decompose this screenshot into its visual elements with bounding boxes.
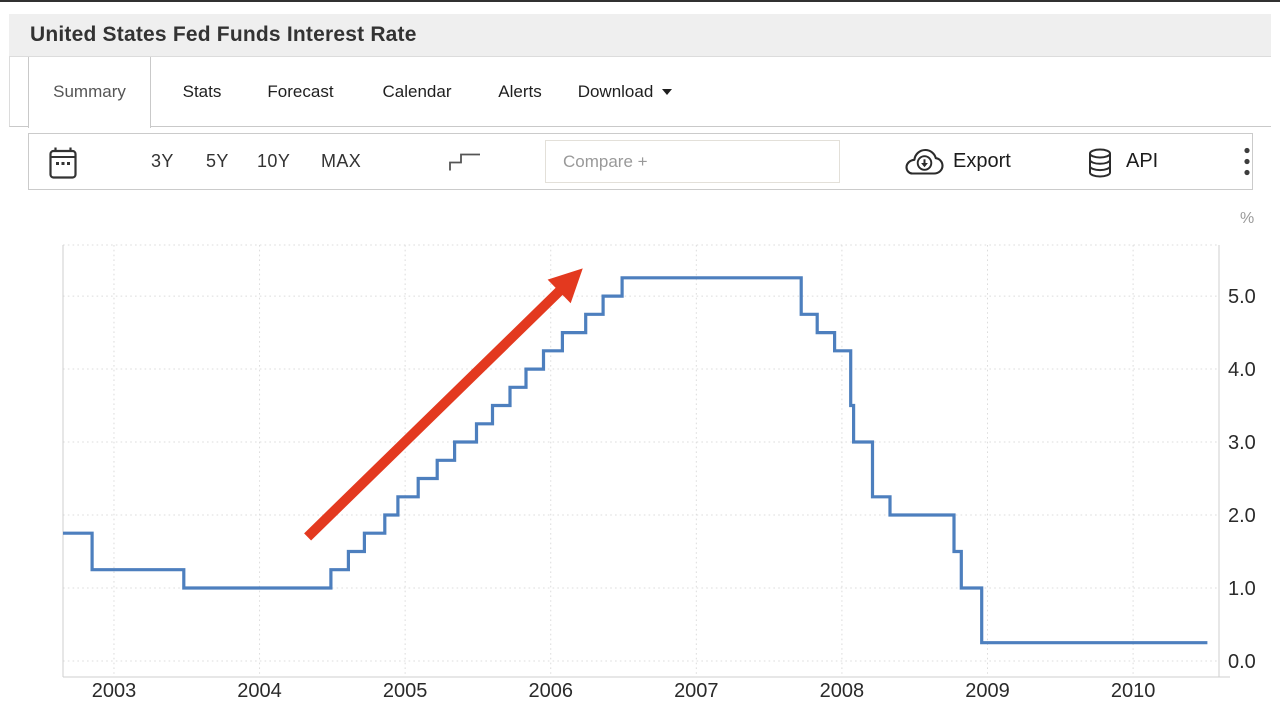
trend-arrow-shaft: [304, 285, 566, 541]
chart-canvas[interactable]: 0.0 1.0 2.0 3.0 4.0 5.0% 2003 2004 2005 2006 2007 2…: [0, 186, 1280, 716]
cloud-download-icon: [905, 148, 944, 175]
range-button-5y[interactable]: 5Y: [206, 151, 229, 171]
chart-area: 0.0 1.0 2.0 3.0 4.0 5.0% 2003 2004 2005 2006 2007 2…: [0, 186, 1280, 716]
export-button[interactable]: [903, 148, 945, 182]
y-tick-label: 3.0: [1228, 432, 1256, 454]
page-top-border: [0, 0, 1280, 2]
tab-summary[interactable]: Summary: [28, 57, 151, 128]
y-tick-label: 0.0: [1228, 651, 1256, 673]
chart-toolbar: 3Y 5Y 10Y MAX Export API: [28, 133, 1253, 190]
tab-alerts[interactable]: Alerts: [498, 82, 542, 101]
y-tick-label: 2.0: [1228, 505, 1256, 527]
calendar-icon: [49, 147, 77, 179]
caret-down-icon: [662, 89, 673, 95]
x-tick-label: 2008: [820, 680, 865, 702]
tab-stats[interactable]: Stats: [182, 82, 222, 101]
x-tick-label: 2009: [965, 680, 1010, 702]
range-button-max[interactable]: MAX: [321, 151, 362, 171]
x-tick-label: 2004: [237, 680, 282, 702]
x-tick-label: 2003: [92, 680, 137, 702]
y-tick-label: 1.0: [1228, 578, 1256, 600]
page-title: United States Fed Funds Interest Rate: [30, 23, 417, 46]
database-icon: [1089, 148, 1111, 178]
api-button[interactable]: [1088, 148, 1112, 183]
api-label[interactable]: API: [1126, 150, 1159, 172]
x-tick-label: 2007: [674, 680, 719, 702]
tab-download[interactable]: Download: [564, 57, 686, 127]
calendar-date-range-button[interactable]: [49, 146, 77, 185]
x-tick-label: 2006: [528, 680, 573, 702]
range-button-10y[interactable]: 10Y: [257, 151, 291, 171]
y-tick-label: 4.0: [1228, 359, 1256, 381]
x-tick-label: 2005: [383, 680, 428, 702]
kebab-menu-icon: [1244, 147, 1250, 176]
trend-arrow-head: [547, 268, 583, 304]
chart-type-button[interactable]: [448, 151, 482, 177]
y-axis-unit-label: %: [1240, 210, 1254, 227]
tab-forecast[interactable]: Forecast: [267, 82, 334, 101]
step-line-icon: [449, 153, 480, 171]
tab-nav: Summary Stats Forecast Calendar Alerts D…: [9, 57, 1271, 128]
tab-calendar[interactable]: Calendar: [382, 82, 452, 101]
series-line[interactable]: [63, 276, 1208, 645]
y-tick-label: 5.0: [1228, 286, 1256, 308]
x-tick-label: 2010: [1111, 680, 1156, 702]
export-label[interactable]: Export: [953, 150, 1011, 172]
range-button-3y[interactable]: 3Y: [151, 151, 174, 171]
title-bar: United States Fed Funds Interest Rate: [9, 14, 1271, 57]
more-options-button[interactable]: [1242, 145, 1252, 184]
compare-input[interactable]: [545, 140, 840, 183]
